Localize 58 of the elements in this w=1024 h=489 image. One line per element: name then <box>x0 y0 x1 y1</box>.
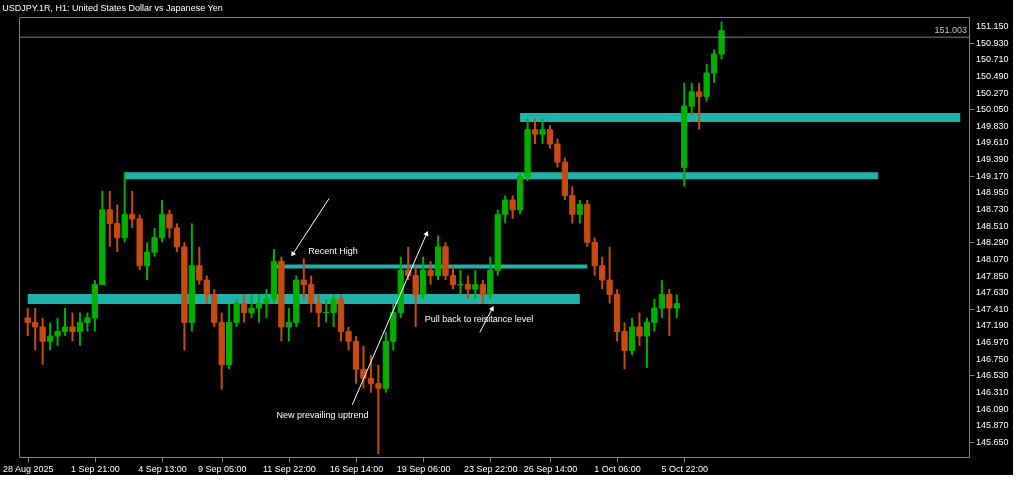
y-tick-label: 147.850 <box>976 270 1009 281</box>
y-tick-label: 146.090 <box>976 403 1009 414</box>
chart-title: USDJPY.1R, H1: United States Dollar vs Japanese Yen <box>2 3 223 13</box>
candlestick <box>576 198 583 225</box>
y-tick-label: 149.610 <box>976 137 1009 148</box>
annotation: New prevailing uptrend <box>276 409 369 420</box>
x-tick-label: 16 Sep 14:00 <box>329 463 384 474</box>
ref-line-label: 151.003 <box>934 25 967 36</box>
y-tick-label: 148.950 <box>976 187 1009 198</box>
annotation: Recent High <box>308 245 358 256</box>
candlestick <box>696 81 703 131</box>
y-tick-label: 150.490 <box>976 70 1009 81</box>
y-tick-label: 148.290 <box>976 237 1009 248</box>
x-tick-label: 19 Sep 06:00 <box>396 463 451 474</box>
candlestick <box>509 194 516 220</box>
x-tick-label: 9 Sep 05:00 <box>197 463 247 474</box>
y-tick-label: 146.310 <box>976 386 1009 397</box>
candlestick <box>427 260 434 286</box>
candlestick <box>673 293 680 319</box>
y-tick-label: 145.650 <box>976 436 1009 447</box>
candlestick <box>464 274 472 300</box>
candlestick <box>531 117 539 146</box>
y-tick-label: 146.970 <box>976 337 1009 348</box>
y-tick-label: 146.750 <box>976 353 1009 364</box>
y-tick-label: 148.070 <box>976 253 1009 264</box>
candlestick <box>636 311 643 347</box>
y-tick-label: 147.630 <box>976 287 1009 298</box>
candlestick <box>472 269 479 300</box>
x-tick-label: 4 Sep 13:00 <box>138 463 187 474</box>
x-tick-label: 11 Sep 22:00 <box>262 463 316 474</box>
y-tick-label: 149.170 <box>976 170 1009 181</box>
y-tick-label: 148.510 <box>976 220 1009 231</box>
candlestick <box>121 170 128 244</box>
candlestick <box>240 293 248 324</box>
candlestick <box>628 316 636 356</box>
y-tick-label: 150.050 <box>976 104 1009 115</box>
x-tick-label: 26 Sep 14:00 <box>523 463 578 474</box>
candlestick <box>479 279 486 305</box>
x-tick-label: 5 Oct 22:00 <box>661 463 708 474</box>
y-tick-label: 147.190 <box>976 320 1009 331</box>
x-tick-label: 1 Oct 06:00 <box>594 463 641 474</box>
y-tick-label: 150.710 <box>976 54 1009 65</box>
y-tick-label: 146.530 <box>976 370 1009 381</box>
x-tick-label: 23 Sep 22:00 <box>463 463 518 474</box>
candlestick <box>69 311 76 343</box>
y-tick-label: 149.390 <box>976 154 1009 165</box>
y-tick-label: 150.930 <box>976 37 1009 48</box>
y-tick-label: 149.830 <box>976 120 1009 131</box>
x-tick-label: 28 Aug 2025 <box>2 463 54 474</box>
x-tick-label: 1 Sep 21:00 <box>71 463 120 474</box>
candlestick <box>666 288 673 338</box>
y-tick-label: 151.150 <box>976 21 1009 32</box>
candlestick <box>539 117 546 146</box>
y-tick-label: 148.730 <box>976 204 1009 215</box>
y-tick-label: 147.410 <box>976 303 1009 314</box>
y-tick-label: 150.270 <box>976 87 1009 98</box>
y-tick-label: 145.870 <box>976 420 1009 431</box>
annotation: Pull back to reisitance level <box>424 314 534 325</box>
